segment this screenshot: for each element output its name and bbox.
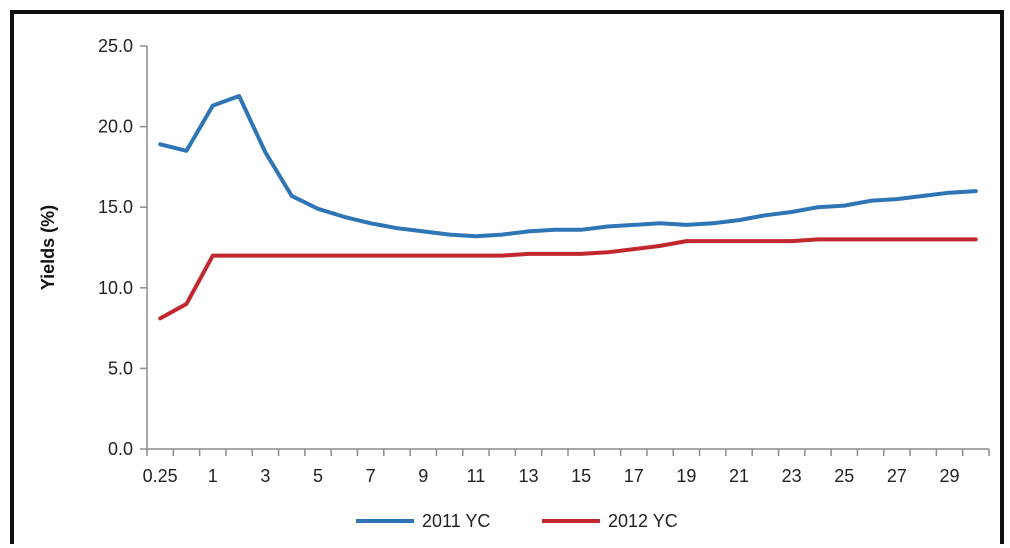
- x-tick-label: 29: [940, 466, 960, 486]
- x-tick-label: 7: [366, 466, 376, 486]
- x-tick-label: 27: [887, 466, 907, 486]
- x-tick-label: 21: [729, 466, 749, 486]
- y-tick-label: 0.0: [108, 439, 133, 459]
- yield-curve-chart: 0.05.010.015.020.025.00.25 1 3 5 7 9 11 13 15 17 1…: [38, 36, 990, 531]
- x-tick-label: 23: [782, 466, 802, 486]
- x-tick-label: 3: [260, 466, 270, 486]
- legend-label-1: 2011 YC: [422, 511, 490, 531]
- legend-label-2: 2012 YC: [608, 511, 678, 531]
- y-tick-label: 10.0: [98, 278, 133, 298]
- x-tick-label: 19: [676, 466, 696, 486]
- y-tick-label: 15.0: [98, 197, 133, 217]
- x-tick-label: 5: [313, 466, 323, 486]
- series-line-2: [158, 237, 978, 321]
- x-tick-label: 13: [519, 466, 539, 486]
- x-tick-label: 11: [467, 466, 486, 486]
- y-tick-label: 25.0: [98, 36, 133, 56]
- y-tick-label: 5.0: [108, 358, 133, 378]
- x-tick-label: 15: [571, 466, 591, 486]
- y-axis-title: Yields (%): [38, 205, 58, 290]
- chart-frame: 0.0 5.0 10.0 15.0 20.0 25.0 0.25 1 3 5 7 9 11 13 15 17 1…: [10, 10, 1004, 544]
- y-tick-label: 20.0: [98, 117, 133, 137]
- x-tick-label: 1: [208, 466, 218, 486]
- x-tick-label: 0.25: [143, 466, 178, 486]
- x-tick-label: 25: [834, 466, 854, 486]
- series-line-1: [158, 94, 978, 239]
- x-tick-label: 9: [418, 466, 428, 486]
- x-tick-label: 17: [624, 466, 644, 486]
